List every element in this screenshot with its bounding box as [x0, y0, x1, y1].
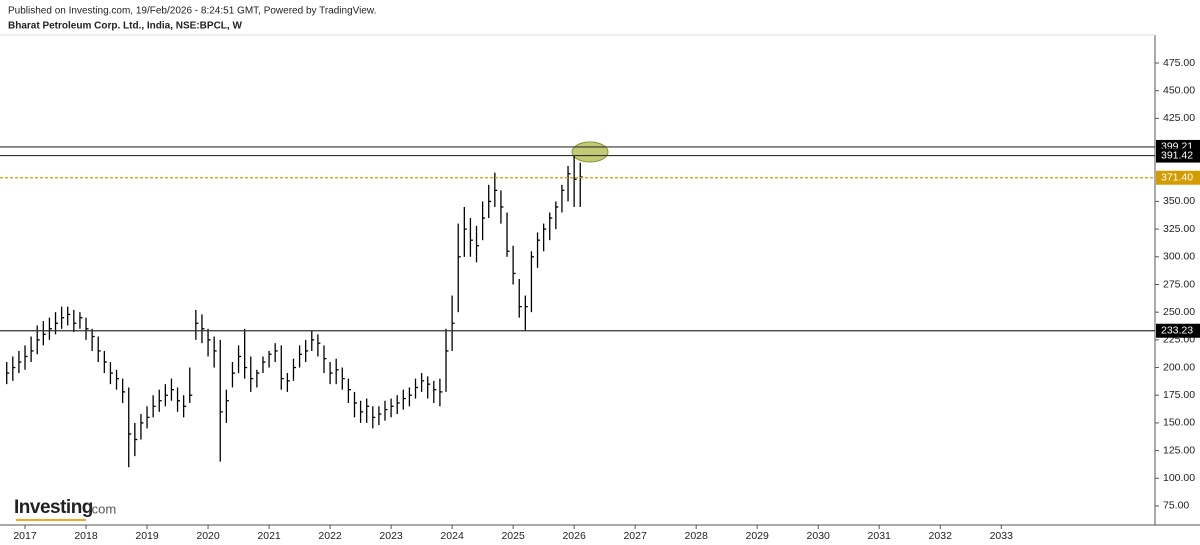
- x-tick-label: 2024: [440, 530, 464, 542]
- x-tick-label: 2025: [501, 530, 525, 542]
- x-tick-label: 2031: [868, 530, 892, 542]
- level-label-bg: [1156, 170, 1200, 185]
- x-tick-label: 2027: [623, 530, 647, 542]
- level-label-bg: [1156, 148, 1200, 163]
- y-tick-label: 325.00: [1163, 223, 1195, 235]
- x-tick-label: 2020: [196, 530, 220, 542]
- y-tick-label: 425.00: [1163, 112, 1195, 124]
- level-label: 391.42: [1161, 149, 1193, 161]
- level-label: 371.40: [1161, 172, 1193, 184]
- y-tick-label: 150.00: [1163, 417, 1195, 429]
- y-tick-label: 450.00: [1163, 84, 1195, 96]
- y-tick-label: 200.00: [1163, 361, 1195, 373]
- logo-suffix: .com: [88, 501, 116, 516]
- y-tick-label: 125.00: [1163, 444, 1195, 456]
- highlight-ellipse: [571, 141, 609, 163]
- x-tick-label: 2021: [257, 530, 281, 542]
- x-tick-label: 2029: [746, 530, 770, 542]
- x-tick-label: 2023: [379, 530, 403, 542]
- y-tick-label: 100.00: [1163, 472, 1195, 484]
- x-tick-label: 2019: [135, 530, 159, 542]
- x-tick-label: 2032: [929, 530, 953, 542]
- y-tick-label: 75.00: [1163, 500, 1189, 512]
- y-tick-label: 250.00: [1163, 306, 1195, 318]
- y-tick-label: 300.00: [1163, 251, 1195, 263]
- x-tick-label: 2026: [562, 530, 586, 542]
- x-tick-label: 2017: [13, 530, 37, 542]
- x-tick-label: 2018: [74, 530, 98, 542]
- x-tick-label: 2030: [807, 530, 831, 542]
- level-label: 233.23: [1161, 325, 1193, 337]
- symbol-title: Bharat Petroleum Corp. Ltd., India, NSE:…: [8, 21, 242, 32]
- x-tick-label: 2033: [990, 530, 1014, 542]
- x-tick-label: 2022: [318, 530, 342, 542]
- logo-name: Investing: [14, 497, 93, 518]
- level-label-bg: [1156, 323, 1200, 338]
- y-tick-label: 175.00: [1163, 389, 1195, 401]
- y-tick-label: 350.00: [1163, 195, 1195, 207]
- y-tick-label: 475.00: [1163, 57, 1195, 69]
- y-tick-label: 275.00: [1163, 278, 1195, 290]
- x-tick-label: 2028: [684, 530, 708, 542]
- published-note: Published on Investing.com, 19/Feb/2026 …: [8, 6, 376, 17]
